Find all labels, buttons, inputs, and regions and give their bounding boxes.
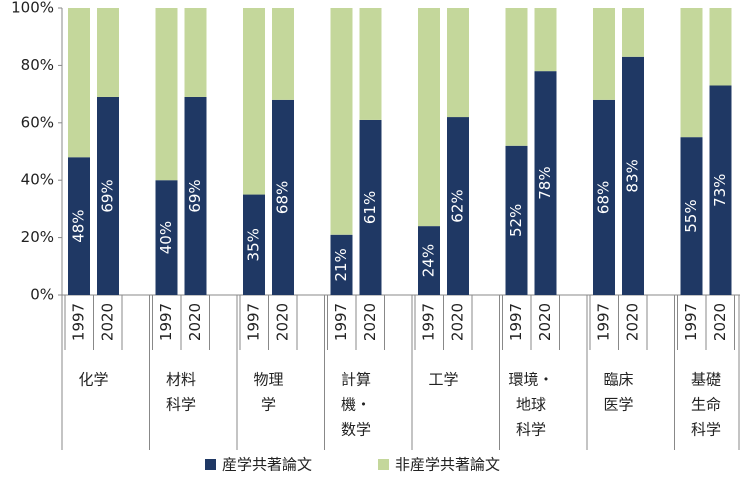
group-label: 基礎 [691,371,721,389]
group-label: 医学 [603,396,633,414]
bar-segment [97,8,119,97]
group-label: 環境・ [508,371,553,389]
x-tick-label: 2020 [711,303,729,341]
bar-segment [184,96,207,295]
value-label: 83% [624,159,642,192]
y-tick-label: 80% [21,56,54,74]
bar-segment [243,194,265,295]
bar-segment [622,8,644,57]
group-label: 化学 [78,371,108,389]
group-label: 科学 [166,396,196,414]
x-tick-label: 2020 [99,303,117,341]
bar-segment [418,8,440,227]
x-tick-label: 1997 [157,303,175,341]
group-label: 工学 [428,371,458,389]
legend-label: 非産学共著論文 [395,456,500,474]
bar-segment [359,119,382,296]
bar-segment [709,85,732,296]
bar-segment [97,96,119,295]
y-tick-label: 100% [11,0,54,17]
bar-segment [272,8,294,100]
bar-segment [272,99,294,295]
bar-segment [622,56,644,295]
legend-label: 産学共著論文 [222,456,312,474]
bar-segment [418,226,440,295]
group-label: 材料 [166,371,196,389]
x-tick-label: 2020 [449,303,467,341]
value-label: 68% [595,181,613,214]
bar-segment [593,8,615,100]
value-label: 24% [420,244,438,277]
legend-swatch [205,459,216,470]
bar-segment [155,180,178,295]
value-label: 61% [361,191,379,224]
bar-segment [330,8,353,235]
bar-segment [680,8,703,138]
x-tick-label: 1997 [420,303,438,341]
legend-swatch [378,459,389,470]
y-tick-label: 60% [21,113,54,131]
x-tick-label: 1997 [507,303,525,341]
group-label: 数学 [341,421,371,439]
x-tick-label: 2020 [274,303,292,341]
group-label: 科学 [691,421,721,439]
value-label: 69% [186,179,204,212]
bar-segment [359,8,382,120]
value-label: 40% [157,221,175,254]
value-label: 68% [274,181,292,214]
value-label: 52% [507,204,525,237]
bar-segment [243,8,265,195]
bar-segment [593,99,615,295]
value-label: 69% [99,179,117,212]
bar-segment [447,8,469,118]
bar-segment [68,8,90,158]
x-tick-label: 1997 [682,303,700,341]
bar-segment [330,234,353,295]
group-label: 機・ [341,396,371,414]
y-tick-label: 20% [21,228,54,246]
group-label: 物理 [253,371,283,389]
y-tick-label: 40% [21,171,54,189]
group-label: 学 [261,396,276,414]
bar-segment [447,117,469,295]
value-label: 21% [332,248,350,281]
x-tick-label: 1997 [70,303,88,341]
bar-segment [505,8,528,146]
x-tick-label: 2020 [186,303,204,341]
x-tick-label: 1997 [595,303,613,341]
value-label: 62% [449,189,467,222]
group-label: 臨床 [603,371,633,389]
bar-segment [505,145,528,295]
x-tick-label: 1997 [332,303,350,341]
group-label: 計算 [341,371,371,389]
value-label: 48% [70,209,88,242]
value-label: 35% [245,228,263,261]
bar-segment [709,8,732,86]
value-label: 55% [682,199,700,232]
bar-segment [184,8,207,97]
bar-segment [534,71,557,295]
x-tick-label: 2020 [624,303,642,341]
bar-segment [155,8,178,181]
group-label: 生命 [691,396,721,414]
x-tick-label: 2020 [536,303,554,341]
x-tick-label: 1997 [245,303,263,341]
group-label: 科学 [516,421,546,439]
group-label: 地球 [516,396,546,414]
value-label: 78% [536,166,554,199]
bar-segment [68,157,90,295]
x-tick-label: 2020 [361,303,379,341]
y-tick-label: 0% [30,286,54,304]
bar-segment [680,137,703,295]
value-label: 73% [711,174,729,207]
bar-segment [534,8,557,72]
